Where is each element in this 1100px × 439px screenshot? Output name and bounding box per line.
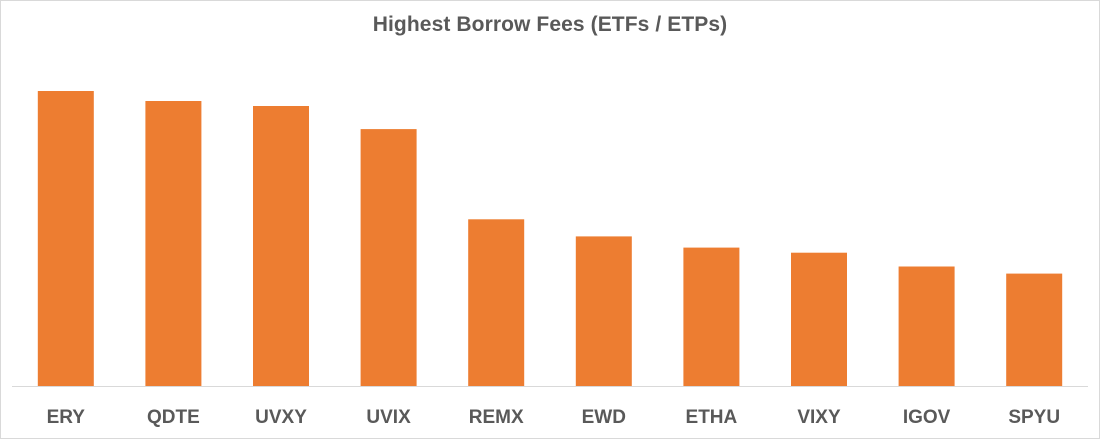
bar-vixy bbox=[791, 252, 847, 386]
bar-remx bbox=[468, 219, 525, 386]
chart-title: Highest Borrow Fees (ETFs / ETPs) bbox=[372, 13, 728, 36]
bar-ery bbox=[37, 91, 94, 386]
x-tick-labels: ERY QDTE UVXY UVIX REMX EWD ETHA VIXY IGOV SPYU bbox=[47, 407, 1060, 428]
bar-ewd bbox=[575, 236, 632, 386]
x-tick-label-ewd: EWD bbox=[582, 407, 626, 428]
x-tick-label-igov: IGOV bbox=[903, 407, 951, 428]
x-tick-label-uvix: UVIX bbox=[366, 407, 411, 428]
bar-group bbox=[37, 91, 1063, 386]
bar-etha bbox=[683, 247, 740, 386]
x-tick-label-remx: REMX bbox=[469, 407, 524, 428]
x-tick-label-ery: ERY bbox=[47, 407, 86, 428]
bar-uvix bbox=[360, 129, 417, 386]
x-tick-label-etha: ETHA bbox=[686, 407, 738, 428]
bar-spyu bbox=[1006, 273, 1063, 386]
bar-qdte bbox=[145, 101, 202, 386]
x-tick-label-vixy: VIXY bbox=[797, 407, 841, 428]
x-tick-label-spyu: SPYU bbox=[1008, 407, 1060, 428]
bar-uvxy bbox=[253, 106, 309, 386]
bar-igov bbox=[898, 266, 955, 386]
x-tick-label-uvxy: UVXY bbox=[255, 407, 307, 428]
x-tick-label-qdte: QDTE bbox=[147, 407, 200, 428]
